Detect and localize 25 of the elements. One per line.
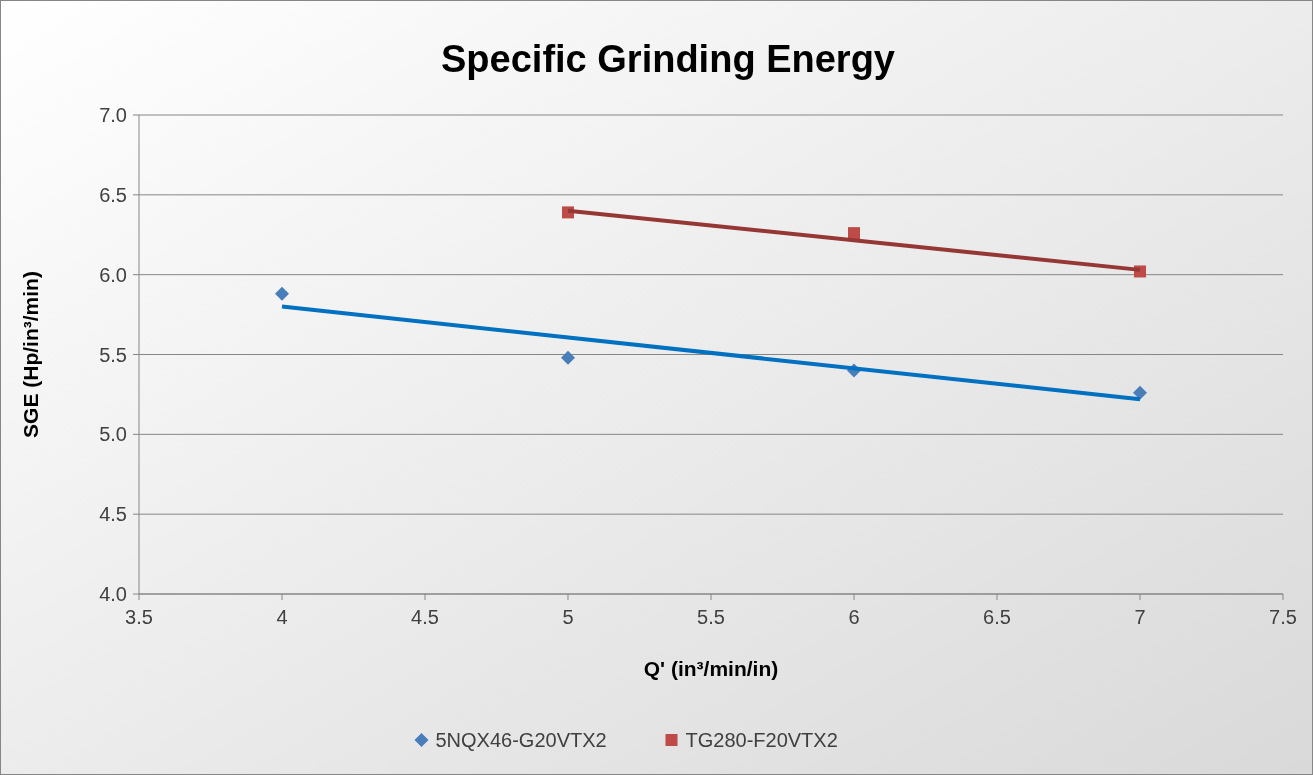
x-tick-label: 7.5: [1269, 606, 1297, 628]
x-tick-label: 3.5: [125, 606, 153, 628]
x-tick-label: 6.5: [983, 606, 1011, 628]
x-tick-label: 6: [848, 606, 860, 628]
y-tick-label: 5.0: [99, 423, 127, 446]
y-tick-label: 6.5: [99, 183, 127, 206]
y-tick-label: 5.5: [99, 343, 127, 366]
x-tick-label: 4: [276, 606, 288, 628]
x-tick-label: 4.5: [411, 606, 439, 628]
y-tick-label: 7.0: [99, 104, 127, 126]
x-tick-label: 5: [562, 606, 574, 628]
point: [848, 227, 860, 240]
legend-label: TG280-F20VTX2: [685, 729, 838, 751]
legend-label: 5NQX46-G20VTX2: [435, 729, 607, 751]
x-tick-label: 7: [1134, 606, 1146, 628]
y-tick-label: 4.5: [99, 503, 127, 526]
x-axis-title: Q' (in³/min/in): [643, 657, 779, 680]
point: [275, 286, 289, 301]
x-tick-label: 5.5: [697, 606, 725, 628]
y-tick-label: 4.0: [99, 583, 127, 605]
y-axis-title: SGE (Hp/in³/min): [19, 271, 42, 438]
point: [561, 350, 575, 365]
point: [1133, 385, 1147, 400]
chart-title: Specific Grinding Energy: [441, 38, 895, 80]
y-tick-label: 6.0: [99, 263, 127, 286]
